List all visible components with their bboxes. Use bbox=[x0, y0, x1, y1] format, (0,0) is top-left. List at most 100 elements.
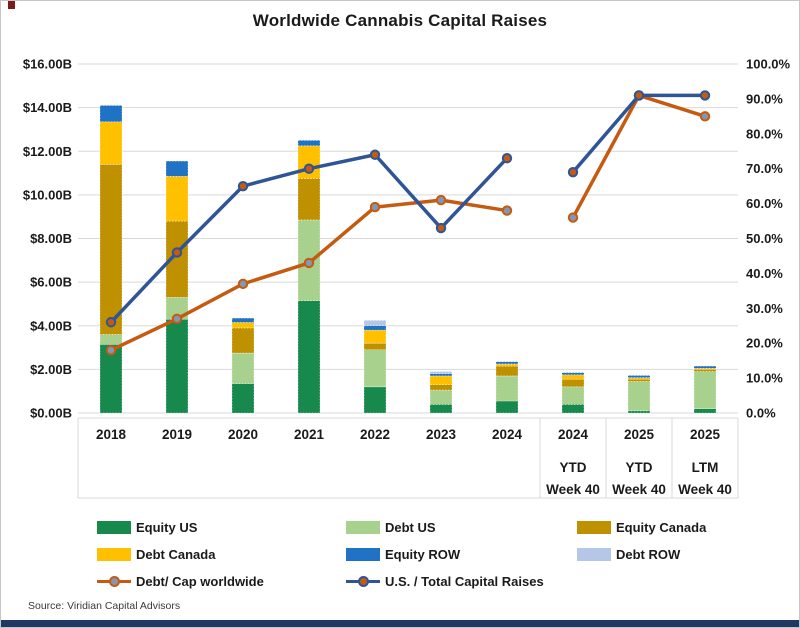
bar-segment bbox=[561, 372, 585, 376]
legend-label-equity-row: Equity ROW bbox=[385, 546, 461, 562]
bar-segment bbox=[693, 369, 717, 372]
legend-item-equity-us: Equity US bbox=[97, 519, 197, 535]
bar-segment bbox=[99, 343, 123, 414]
line-series bbox=[571, 93, 707, 174]
y-axis-tick-left: $4.00B bbox=[30, 318, 72, 333]
y-axis-tick-left: $6.00B bbox=[30, 275, 72, 290]
line-marker bbox=[435, 194, 447, 206]
y-axis-tick-left: $8.00B bbox=[30, 231, 72, 246]
bar-segment bbox=[231, 352, 255, 384]
y-axis-tick-right: 10.0% bbox=[746, 371, 783, 386]
bar-segment bbox=[693, 408, 717, 414]
bar-segment bbox=[429, 384, 453, 391]
bar-segment bbox=[165, 160, 189, 177]
legend-item-us-total-capital-raises: U.S. / Total Capital Raises bbox=[346, 573, 544, 589]
corner-mark bbox=[8, 1, 15, 9]
y-axis-tick-right: 100.0% bbox=[746, 57, 791, 72]
x-axis-label: 2021 bbox=[294, 427, 325, 442]
bar-segment bbox=[627, 378, 651, 382]
legend-item-equity-canada: Equity Canada bbox=[577, 519, 706, 535]
bar-segment bbox=[297, 300, 321, 414]
bar-segment bbox=[297, 178, 321, 221]
bottom-accent-bar bbox=[1, 620, 799, 627]
bar-segment bbox=[693, 371, 717, 409]
legend-label-debt-canada: Debt Canada bbox=[136, 546, 216, 562]
bar-segment bbox=[693, 365, 717, 369]
legend-label-equity-canada: Equity Canada bbox=[616, 519, 707, 535]
x-axis-label: 2023 bbox=[426, 427, 457, 442]
x-axis-label: Week 40 bbox=[678, 482, 732, 497]
line-marker bbox=[369, 201, 381, 213]
legend-label-debt-row: Debt ROW bbox=[616, 546, 681, 562]
line-marker bbox=[501, 205, 513, 216]
x-axis-label: YTD bbox=[626, 460, 653, 475]
line-marker bbox=[567, 212, 579, 223]
line-marker bbox=[237, 180, 249, 192]
source-note: Source: Viridian Capital Advisors bbox=[28, 600, 181, 612]
bar-segment bbox=[231, 322, 255, 329]
y-axis-tick-right: 0.0% bbox=[746, 406, 776, 421]
equity-canada-swatch bbox=[577, 520, 611, 534]
y-axis-tick-right: 30.0% bbox=[746, 301, 783, 316]
y-axis-tick-right: 80.0% bbox=[746, 126, 783, 141]
bar-segment bbox=[561, 386, 585, 405]
line-marker bbox=[567, 166, 579, 178]
line-marker bbox=[105, 317, 117, 328]
x-axis-label: 2020 bbox=[228, 427, 258, 442]
x-axis-label: Week 40 bbox=[546, 482, 600, 497]
y-axis-tick-right: 20.0% bbox=[746, 336, 783, 351]
y-axis-tick-right: 70.0% bbox=[746, 161, 783, 176]
x-axis-label: 2025 bbox=[624, 427, 655, 442]
y-axis-tick-right: 90.0% bbox=[746, 91, 783, 106]
y-axis-tick-left: $14.00B bbox=[23, 100, 72, 115]
y-axis-tick-left: $10.00B bbox=[23, 187, 72, 202]
x-axis-label: 2024 bbox=[558, 427, 589, 442]
y-axis-tick-right: 60.0% bbox=[746, 196, 783, 211]
bar-segment bbox=[231, 317, 255, 323]
x-axis-label: 2018 bbox=[96, 427, 127, 442]
bar-segment bbox=[363, 342, 387, 351]
legend-item-debt-us: Debt US bbox=[346, 519, 436, 535]
bar-segment bbox=[561, 403, 585, 414]
line-marker bbox=[501, 153, 513, 164]
legend-label-debt-cap-worldwide: Debt/ Cap worldwide bbox=[136, 573, 264, 589]
line-marker bbox=[633, 90, 645, 101]
equity-row-swatch bbox=[346, 547, 380, 561]
bar-segment bbox=[429, 375, 453, 385]
bar-segment bbox=[429, 371, 453, 375]
bar-segment bbox=[627, 375, 651, 378]
legend-label-equity-us: Equity US bbox=[136, 519, 198, 535]
bar-segment bbox=[627, 381, 651, 412]
x-axis-label: 2025 bbox=[690, 427, 721, 442]
x-axis-label: YTD bbox=[560, 460, 587, 475]
bar-segment bbox=[495, 375, 519, 402]
line-marker bbox=[171, 313, 183, 324]
legend-item-debt-canada: Debt Canada bbox=[97, 546, 215, 562]
x-axis-label: 2022 bbox=[360, 427, 390, 442]
bar-segment bbox=[99, 334, 123, 345]
debt-us-swatch bbox=[346, 520, 380, 534]
line-series bbox=[571, 93, 707, 220]
legend-item-debt-cap-worldwide: Debt/ Cap worldwide bbox=[97, 573, 264, 589]
equity-us-swatch bbox=[97, 520, 131, 534]
debt-canada-swatch bbox=[97, 547, 131, 561]
us-total-line-swatch bbox=[346, 575, 380, 588]
legend-label-us-total-capital-raises: U.S. / Total Capital Raises bbox=[385, 573, 544, 589]
y-axis-tick-right: 40.0% bbox=[746, 266, 783, 281]
bar-segment bbox=[561, 378, 585, 388]
bar-segment bbox=[495, 361, 519, 365]
debt-row-swatch bbox=[577, 547, 611, 561]
bar-segment bbox=[165, 318, 189, 414]
bar-segment bbox=[363, 329, 387, 344]
bar-segment bbox=[627, 410, 651, 414]
bar-segment bbox=[297, 140, 321, 147]
y-axis-tick-left: $12.00B bbox=[23, 144, 72, 159]
bar-segment bbox=[429, 373, 453, 377]
bar-segment bbox=[231, 327, 255, 354]
bar-segment bbox=[363, 319, 387, 327]
bar-segment bbox=[495, 365, 519, 377]
legend-item-debt-row: Debt ROW bbox=[577, 546, 680, 562]
bar-segment bbox=[627, 377, 651, 380]
line-marker bbox=[699, 90, 711, 101]
